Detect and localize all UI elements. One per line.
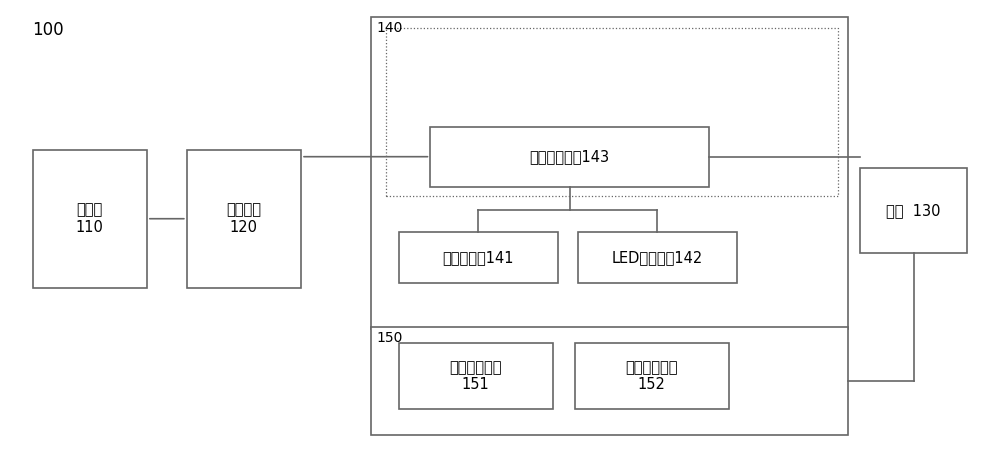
Bar (33, 150, 147, 288)
Text: 电池  130: 电池 130 (886, 203, 941, 218)
Text: 150: 150 (377, 331, 403, 345)
Bar (399, 232, 558, 283)
Bar (386, 28, 838, 196)
Bar (575, 343, 729, 409)
Bar (860, 168, 967, 253)
Bar (399, 343, 553, 409)
Text: 电流调节单元
152: 电流调节单元 152 (625, 360, 678, 392)
Text: 充电端口
120: 充电端口 120 (226, 203, 261, 235)
Text: 气流传感器141: 气流传感器141 (442, 250, 514, 265)
Text: 雾化器
110: 雾化器 110 (76, 203, 104, 235)
Bar (371, 17, 848, 329)
Bar (430, 127, 709, 186)
Text: 第二控制单元143: 第二控制单元143 (530, 149, 610, 164)
Text: 100: 100 (33, 21, 64, 39)
Text: 第一充电单元
151: 第一充电单元 151 (449, 360, 502, 392)
Bar (371, 327, 848, 435)
Text: 140: 140 (377, 21, 403, 35)
Bar (187, 150, 301, 288)
Bar (578, 232, 737, 283)
Text: LED指示灯组142: LED指示灯组142 (611, 250, 703, 265)
